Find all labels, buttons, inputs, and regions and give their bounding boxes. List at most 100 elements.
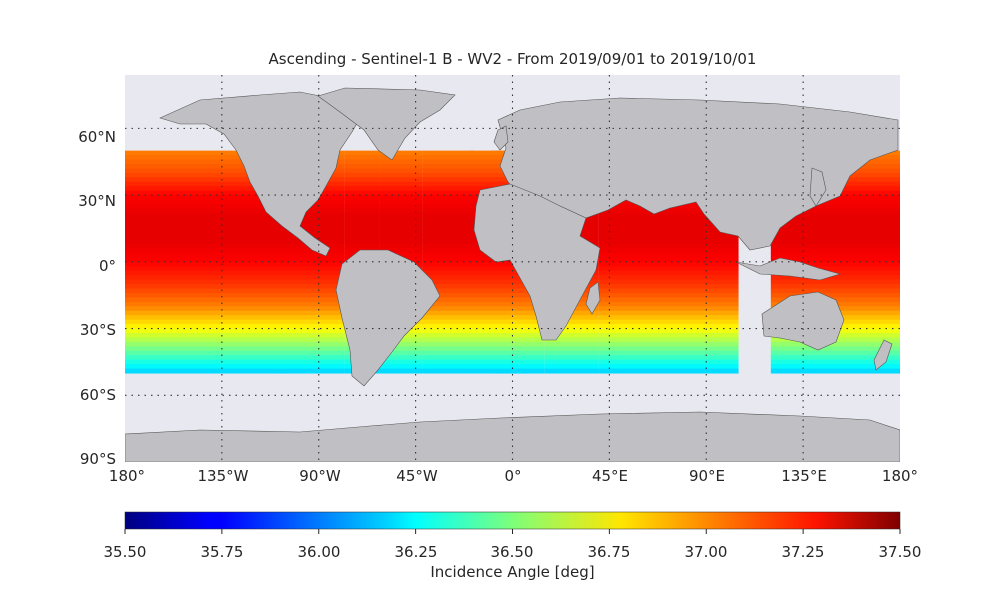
swath-cell [422,159,474,165]
colorbar-tick-label: 35.50 [103,543,147,561]
swath-cell [598,319,739,325]
swath-cell [344,212,380,218]
swath-cell [422,190,474,196]
swath-cell [275,368,345,374]
colorbar-tick-label: 36.50 [490,543,534,561]
swath-cell [490,319,545,325]
swath-cell [125,261,287,267]
swath-cell [770,248,900,254]
swath-cell [125,288,287,294]
swath-cell [598,341,739,347]
swath-cell [344,217,380,223]
swath-cell [490,333,545,338]
swath-cell [344,150,380,156]
swath-cell [125,190,287,196]
swath-cell [344,163,380,169]
swath-cell [598,310,739,316]
swath-cell [125,333,287,338]
swath-cell [598,266,739,272]
swath-cell [422,319,474,325]
swath-cell [770,355,900,361]
swath-cell [770,208,900,214]
swath-cell [275,257,345,263]
swath-cell [422,221,474,227]
swath-cell [422,306,474,312]
land-new-zealand [873,339,893,371]
y-tick-label: 60°S [79,386,116,404]
swath-cell [125,199,287,205]
swath-cell [422,181,474,187]
swath-cell [379,172,423,178]
swath-cell [490,301,545,307]
x-tick-label: 135°W [197,467,249,485]
swath-cell [275,297,345,303]
swath-cell [275,275,345,281]
swath-cell [598,230,739,236]
swath-cell [544,337,599,343]
land-africa [473,183,601,341]
swath-cell [125,355,287,361]
swath-cell [275,350,345,356]
x-tick-label: 180° [108,467,146,485]
swath-cell [422,279,474,285]
swath-cell [490,368,545,374]
swath-cell [379,150,423,156]
swath-cell [379,244,423,249]
swath-cell [422,310,474,316]
swath-cell [125,226,287,232]
swath-cell [379,359,423,365]
swath-cell [344,226,380,232]
swath-cell [422,359,474,365]
swath-cell [125,337,287,343]
swath-cell [544,346,599,352]
swath-cell [275,208,345,214]
swath-cell [379,208,423,214]
swath-cell [544,315,599,321]
land-madagascar [585,281,601,315]
swath-cell [125,235,287,241]
swath-cell [125,186,287,192]
swath-cell [125,248,287,254]
x-tick-label: 90°E [688,467,726,485]
swath-cell [422,177,474,183]
swath-cell [770,235,900,241]
swath-cell [125,292,287,298]
swath-cell [490,341,545,347]
swath-cell [770,359,900,365]
swath-cell [344,181,380,187]
swath-cell [125,346,287,352]
swath-cell [490,288,545,294]
swath-cell [598,350,739,356]
swath-cell [275,324,345,330]
swath-cell [125,368,287,374]
swath-cell [422,226,474,232]
swath-cell [379,346,423,352]
colorbar-tick-label: 36.00 [297,543,341,561]
y-tick-label: 60°N [78,128,116,146]
swath-cell [344,244,380,249]
swath-cell [422,217,474,223]
swath-cell [379,163,423,169]
swath-cell [598,297,739,303]
swath-cell [275,341,345,347]
swath-cell [422,355,474,361]
swath-cell [490,306,545,312]
land-japan [809,167,827,207]
swath-cell [598,252,739,258]
swath-cell [598,244,739,249]
swath-cell [490,346,545,352]
x-tick-label: 0° [504,467,522,485]
swath-cell [490,310,545,316]
swath-cell [490,315,545,321]
swath-cell [422,172,474,178]
swath-cell [598,301,739,307]
swath-cell [598,235,739,241]
swath-cell [275,288,345,294]
swath-cell [422,324,474,330]
swath-cell [275,230,345,236]
colorbar [124,511,901,534]
swath-cell [344,208,380,214]
swath-cell [422,368,474,374]
swath-cell [770,230,900,236]
swath-cell [598,324,739,330]
